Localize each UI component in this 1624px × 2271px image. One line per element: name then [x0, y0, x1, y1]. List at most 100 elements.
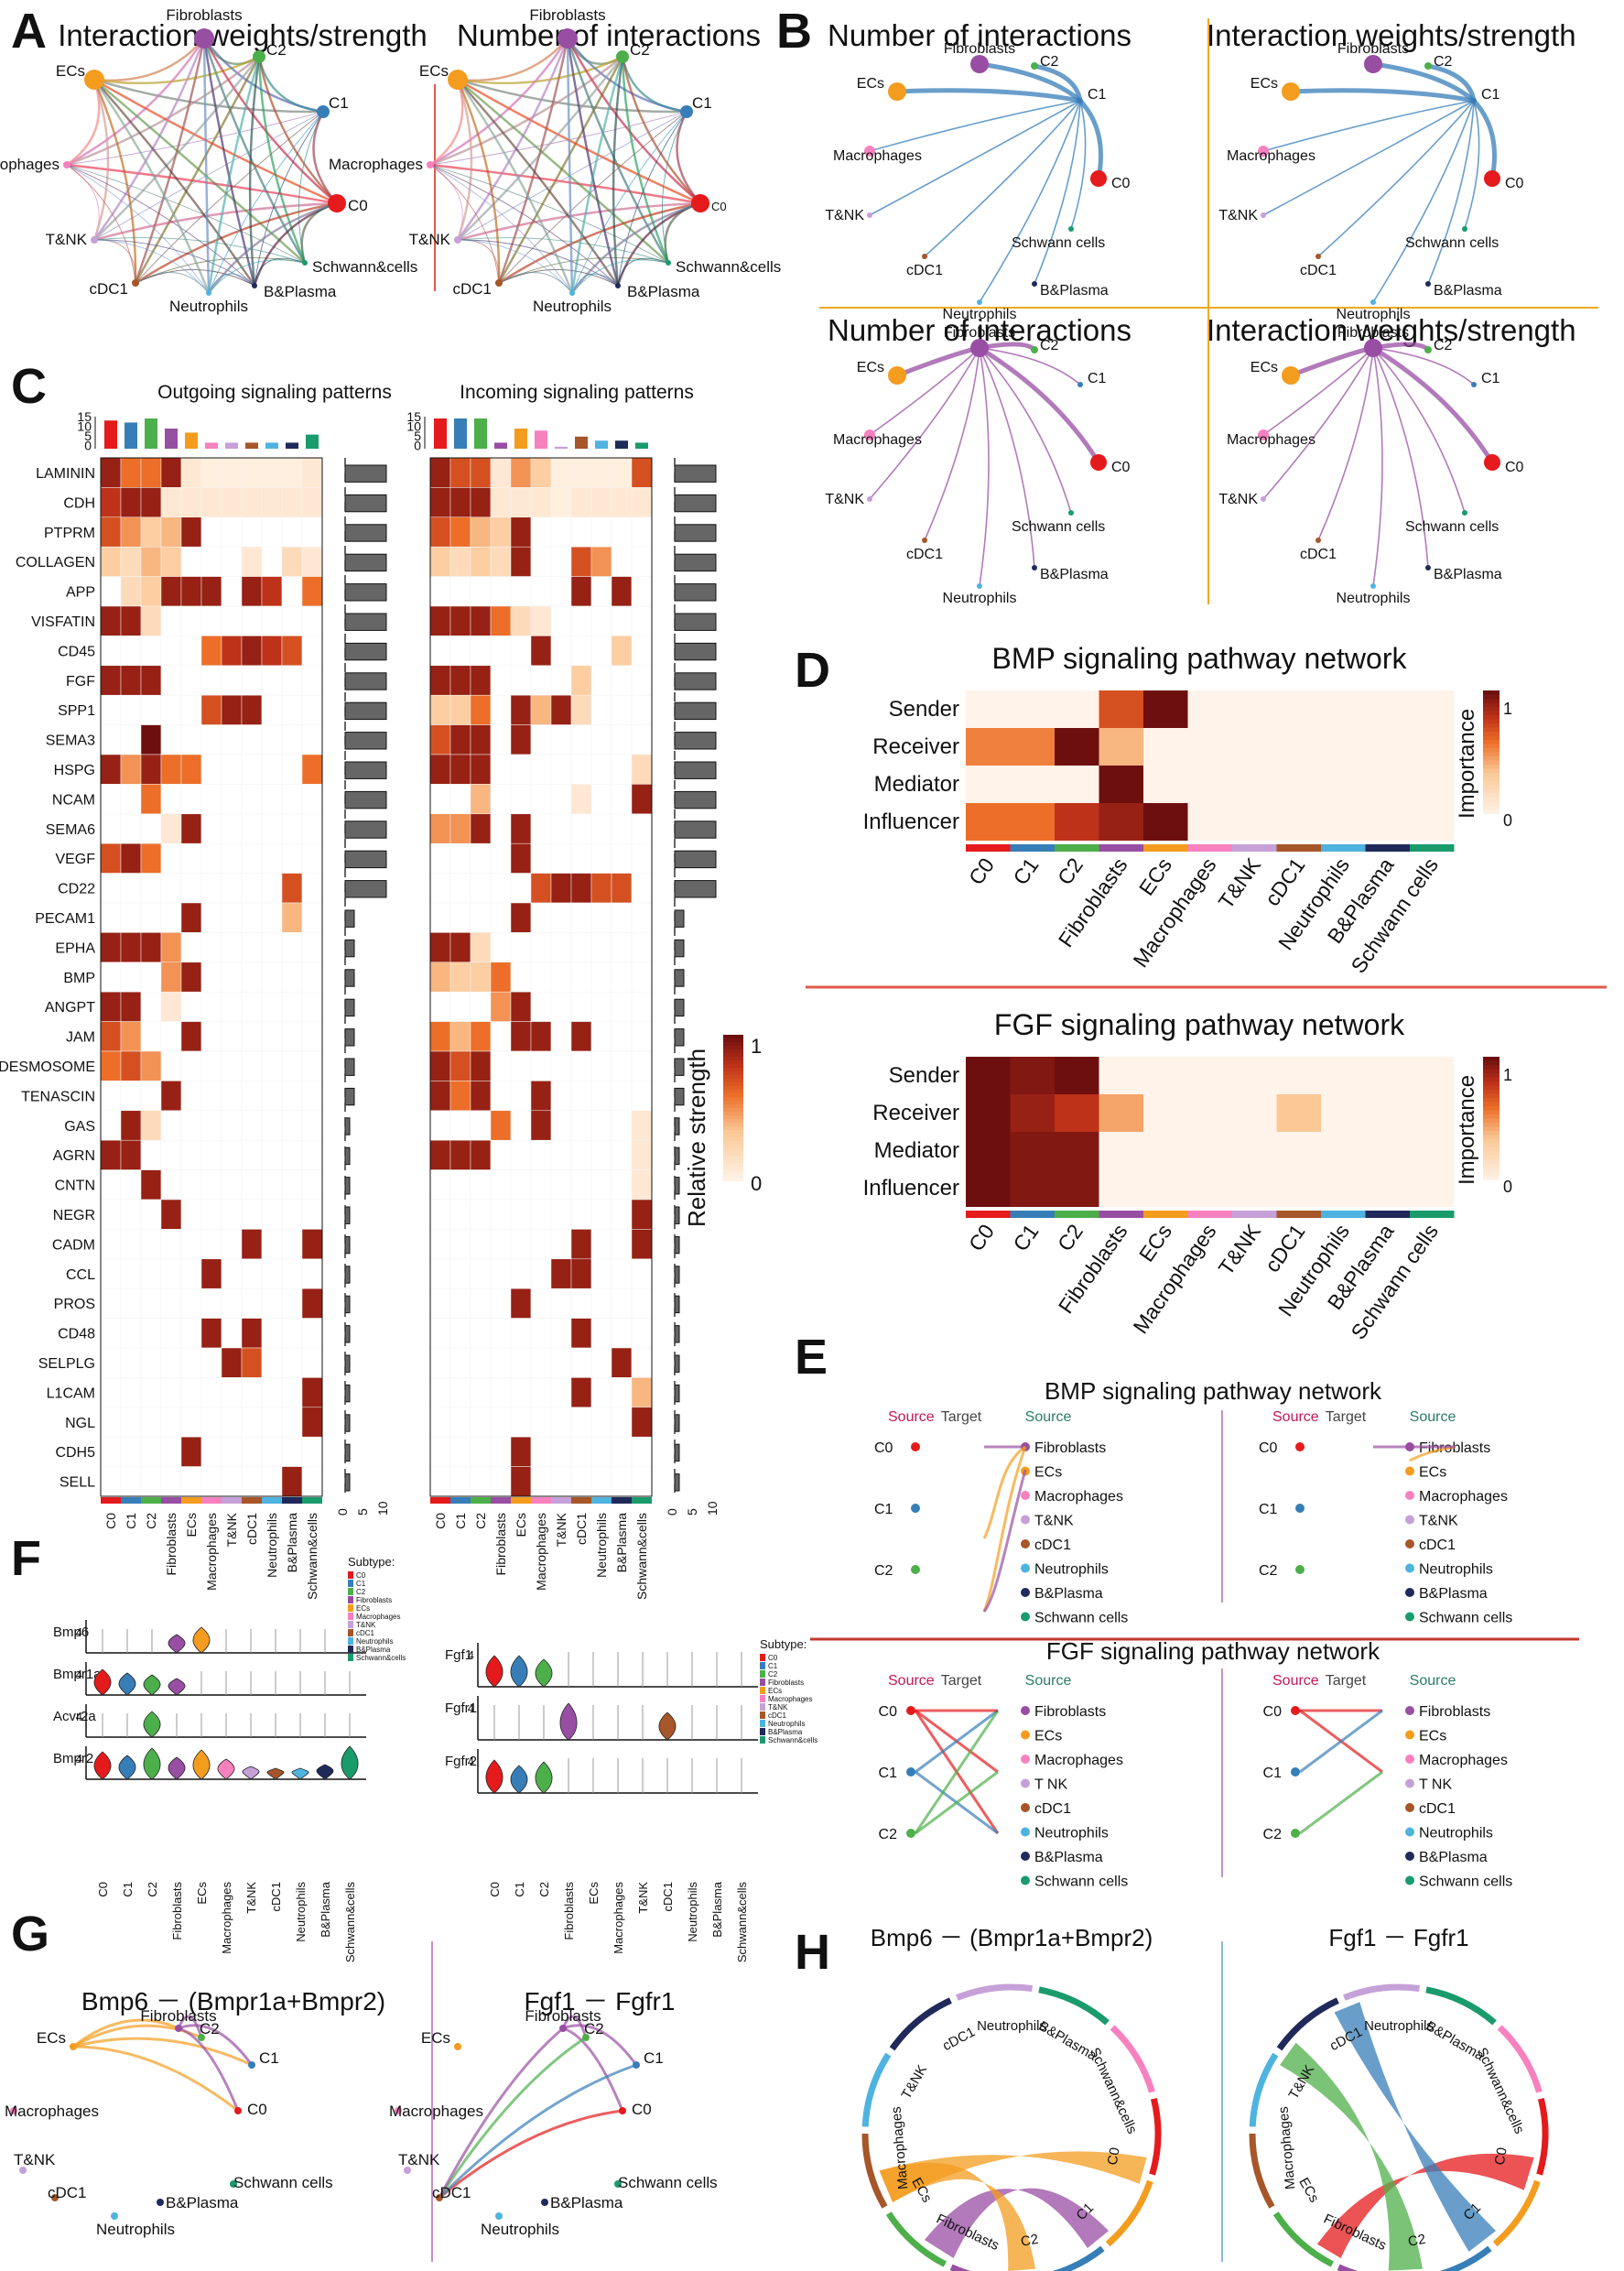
tick-label: 4 [468, 1701, 474, 1715]
node-label: Macrophages [1419, 1489, 1508, 1505]
heat-cell [1055, 803, 1099, 841]
heat-cell [631, 724, 653, 755]
node-label: B&Plasma [1419, 1586, 1488, 1602]
heat-cell [261, 1258, 283, 1289]
legend-step [1483, 723, 1499, 728]
heat-cell [100, 842, 122, 874]
heat-cell [160, 842, 182, 874]
edge [92, 79, 137, 284]
edge [66, 164, 100, 241]
chord [879, 2151, 1147, 2202]
legend-step [1483, 699, 1499, 703]
gene-label: Bmpr1a [53, 1667, 102, 1682]
edge [498, 256, 669, 284]
legend-step [723, 1123, 743, 1127]
heat-cell [100, 694, 122, 725]
heat-cell [200, 991, 222, 1022]
heat-cell [1410, 766, 1455, 803]
edge [66, 164, 136, 284]
node-label: C1 [1481, 371, 1500, 386]
node-label: C0 [348, 197, 368, 214]
heat-cell [570, 546, 592, 577]
bar [165, 429, 178, 449]
edge [457, 79, 619, 287]
edge [72, 2018, 179, 2048]
edge [93, 38, 205, 81]
edge [869, 100, 1081, 152]
chord [1316, 2153, 1534, 2258]
celltype-label: Schwann&cells [735, 1882, 749, 1963]
heat-cell [611, 1139, 633, 1170]
heat-cell [590, 932, 612, 963]
node-label: T&NK [14, 2151, 56, 2168]
heat-cell [611, 1347, 633, 1378]
edge [562, 2024, 638, 2066]
node-label: cDC1 [432, 2184, 471, 2201]
heat-cell [490, 873, 512, 904]
celltype-label: cDC1 [269, 1882, 283, 1912]
celltype-label: ECs [514, 1513, 528, 1537]
heat-cell [281, 991, 303, 1022]
legend-step [1483, 1081, 1499, 1086]
edge [135, 268, 255, 287]
heat-cell [180, 1466, 202, 1497]
legend-step [723, 1178, 743, 1182]
legend-item: ECs [356, 1604, 370, 1613]
node-label: Schwann cells [618, 2174, 718, 2191]
edge [134, 38, 206, 284]
heat-cell [241, 724, 263, 755]
heat-cell [221, 694, 243, 725]
node [1405, 1778, 1414, 1788]
heat-cell [281, 1407, 303, 1438]
celltype-label: C2 [146, 1882, 159, 1897]
heat-cell [530, 932, 552, 963]
heat-cell [429, 516, 451, 548]
edge [621, 56, 701, 204]
node [10, 2107, 17, 2114]
heat-cell [530, 1466, 552, 1497]
heat-cell [530, 1139, 552, 1170]
heat-cell [1410, 728, 1455, 766]
heat-cell [301, 546, 323, 577]
edge [429, 164, 463, 241]
heat-cell [429, 1347, 451, 1378]
heat-cell [140, 1407, 162, 1438]
heat-cell [611, 636, 633, 667]
heat-cell [140, 1050, 162, 1081]
node [911, 1565, 920, 1574]
heat-cell [631, 1436, 653, 1467]
heat-cell [611, 546, 633, 577]
heat-cell [590, 991, 612, 1022]
node-label: Schwann cells [1012, 519, 1105, 535]
pathway-label: BMP [63, 971, 95, 986]
heat-cell [261, 991, 283, 1022]
legend-title: Subtype: [760, 1637, 807, 1651]
heat-cell [510, 694, 532, 725]
legend-step [723, 1134, 743, 1138]
heat-cell [100, 1288, 122, 1319]
heat-cell [530, 1169, 552, 1201]
legend-step [723, 1038, 743, 1043]
heat-cell [261, 665, 283, 696]
violin [168, 1634, 186, 1654]
legend-step [723, 1167, 743, 1171]
side-bar [674, 1235, 680, 1255]
edge [135, 201, 338, 285]
edge [457, 78, 701, 205]
side-bar [344, 790, 387, 810]
edge [869, 347, 980, 436]
legend-step [1483, 711, 1499, 716]
edge [66, 56, 260, 167]
heat-cell [611, 1288, 633, 1319]
heat-cell [200, 1466, 222, 1497]
edge [178, 2027, 240, 2112]
side-bar [344, 820, 387, 839]
heat-cell [429, 1199, 451, 1230]
heat-cell [570, 724, 592, 755]
edge [896, 88, 1081, 103]
heat-cell [631, 605, 653, 636]
legend-swatch [348, 1571, 353, 1579]
edge [208, 273, 255, 294]
